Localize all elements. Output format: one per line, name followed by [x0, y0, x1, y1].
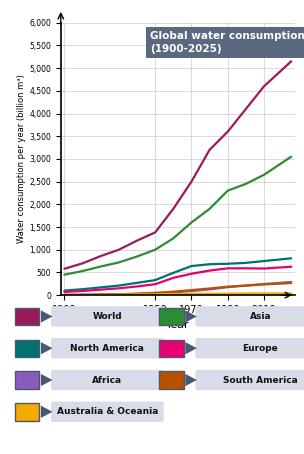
FancyBboxPatch shape: [15, 340, 40, 357]
FancyBboxPatch shape: [51, 402, 164, 422]
FancyBboxPatch shape: [51, 338, 164, 358]
Text: Europe: Europe: [243, 344, 278, 353]
FancyBboxPatch shape: [15, 371, 40, 389]
FancyBboxPatch shape: [195, 306, 304, 326]
FancyBboxPatch shape: [195, 370, 304, 390]
Text: Africa: Africa: [92, 375, 123, 385]
Polygon shape: [185, 342, 197, 355]
Polygon shape: [41, 374, 53, 386]
Text: Australia & Oceania: Australia & Oceania: [57, 407, 158, 416]
X-axis label: Year: Year: [166, 321, 190, 331]
FancyBboxPatch shape: [51, 370, 164, 390]
FancyBboxPatch shape: [159, 371, 184, 389]
Text: World: World: [92, 312, 122, 321]
FancyBboxPatch shape: [195, 338, 304, 358]
Polygon shape: [41, 406, 53, 418]
FancyBboxPatch shape: [159, 340, 184, 357]
Polygon shape: [185, 374, 197, 386]
FancyBboxPatch shape: [15, 403, 40, 420]
Text: South America: South America: [223, 375, 298, 385]
Y-axis label: Water consumption per year (billion m³): Water consumption per year (billion m³): [17, 74, 26, 243]
FancyBboxPatch shape: [51, 306, 164, 326]
Polygon shape: [185, 311, 197, 323]
Text: Asia: Asia: [250, 312, 271, 321]
Polygon shape: [41, 342, 53, 355]
FancyBboxPatch shape: [15, 308, 40, 325]
Text: North America: North America: [70, 344, 144, 353]
FancyBboxPatch shape: [159, 308, 184, 325]
Polygon shape: [41, 311, 53, 323]
Text: Global water consumption
(1900-2025): Global water consumption (1900-2025): [150, 31, 304, 54]
